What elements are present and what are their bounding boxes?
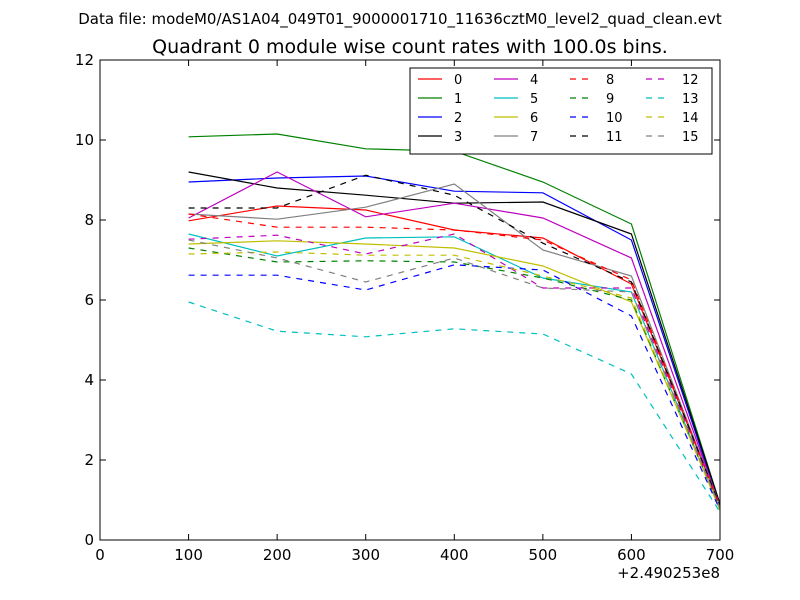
y-tick-label: 0 xyxy=(84,531,94,549)
legend-label-6: 6 xyxy=(530,111,538,126)
legend-label-4: 4 xyxy=(530,73,538,88)
x-tick-label: 300 xyxy=(351,546,380,564)
legend-label-14: 14 xyxy=(682,111,699,126)
legend-label-9: 9 xyxy=(606,92,614,107)
legend-label-5: 5 xyxy=(530,92,538,107)
x-tick-label: 200 xyxy=(263,546,292,564)
y-tick-label: 6 xyxy=(84,291,94,309)
x-tick-label: 0 xyxy=(95,546,105,564)
series-line-4 xyxy=(188,171,721,507)
y-tick-label: 12 xyxy=(75,51,94,69)
legend-label-13: 13 xyxy=(682,92,699,107)
series-line-6 xyxy=(188,240,721,509)
series-line-7 xyxy=(188,183,721,507)
series-line-12 xyxy=(188,233,721,509)
legend-label-8: 8 xyxy=(606,73,614,88)
x-tick-label: 500 xyxy=(529,546,558,564)
legend-label-3: 3 xyxy=(454,130,462,145)
y-tick-label: 2 xyxy=(84,451,94,469)
series-line-13 xyxy=(188,301,721,513)
y-tick-label: 4 xyxy=(84,371,94,389)
y-tick-label: 8 xyxy=(84,211,94,229)
y-tick-label: 10 xyxy=(75,131,94,149)
legend-label-10: 10 xyxy=(606,111,623,126)
legend-label-12: 12 xyxy=(682,73,699,88)
legend-label-11: 11 xyxy=(606,130,623,145)
series-line-2 xyxy=(188,175,721,507)
x-tick-label: 700 xyxy=(706,546,735,564)
series-line-8 xyxy=(188,213,721,507)
x-tick-label: 100 xyxy=(174,546,203,564)
legend-label-2: 2 xyxy=(454,111,462,126)
axes-layer: 0 100 200 300 400 500 600 700024681012+2.490253… xyxy=(75,51,734,582)
series-line-15 xyxy=(188,239,721,509)
series-line-11 xyxy=(188,174,721,507)
x-offset-label: +2.490253e8 xyxy=(617,564,720,582)
datafile-label: Data file: modeM0/AS1A04_049T01_90000017… xyxy=(78,10,722,29)
series-line-10 xyxy=(188,264,721,511)
chart-title: Quadrant 0 module wise count rates with … xyxy=(152,36,668,58)
series-line-9 xyxy=(188,247,721,509)
legend-label-15: 15 xyxy=(682,130,699,145)
series-layer xyxy=(188,133,721,513)
x-tick-label: 400 xyxy=(440,546,469,564)
legend-label-1: 1 xyxy=(454,92,462,107)
legend-label-0: 0 xyxy=(454,73,462,88)
series-line-14 xyxy=(188,251,721,511)
legend-label-7: 7 xyxy=(530,130,538,145)
legend-box xyxy=(409,67,713,155)
x-tick-label: 600 xyxy=(617,546,646,564)
